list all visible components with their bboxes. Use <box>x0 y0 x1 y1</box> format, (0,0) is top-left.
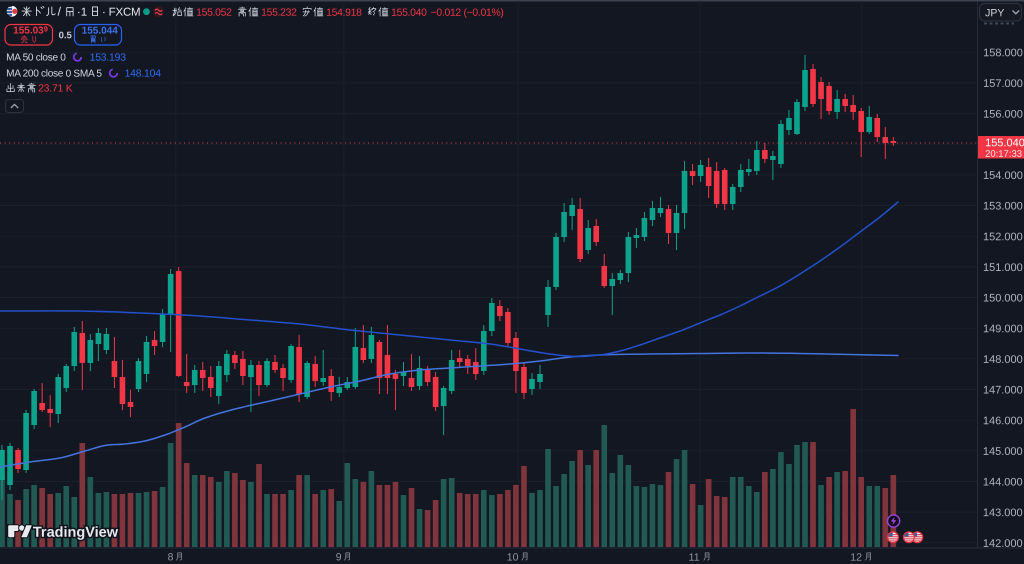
svg-text:155.052: 155.052 <box>196 8 232 19</box>
svg-text:146.000: 146.000 <box>983 415 1023 427</box>
svg-text:JPY: JPY <box>985 7 1004 19</box>
svg-text:/: / <box>58 5 62 19</box>
svg-text:−0.012 (−0.01%): −0.012 (−0.01%) <box>431 8 504 19</box>
svg-text:150.000: 150.000 <box>983 293 1023 305</box>
svg-text:23.71 K: 23.71 K <box>38 84 73 95</box>
svg-text:0.5: 0.5 <box>59 30 73 41</box>
svg-text:151.000: 151.000 <box>983 262 1023 274</box>
svg-text:MA 200 close 0 SMA 5: MA 200 close 0 SMA 5 <box>6 69 102 80</box>
svg-text:153.193: 153.193 <box>90 53 127 64</box>
svg-text:155.040: 155.040 <box>391 8 427 19</box>
svg-text:152.000: 152.000 <box>983 231 1023 243</box>
svg-text:143.000: 143.000 <box>983 507 1023 519</box>
svg-text:MA 50 close 0: MA 50 close 0 <box>6 53 66 64</box>
svg-text:147.000: 147.000 <box>983 385 1023 397</box>
svg-text:148.104: 148.104 <box>125 69 162 80</box>
svg-text:12: 12 <box>850 552 862 564</box>
svg-text:20:17:33: 20:17:33 <box>985 149 1022 160</box>
svg-text:155.232: 155.232 <box>261 8 297 19</box>
svg-text:155.039: 155.039 <box>13 25 48 37</box>
svg-text:157.000: 157.000 <box>983 78 1023 90</box>
svg-text:·1: ·1 <box>77 7 87 19</box>
svg-text:155.040: 155.040 <box>985 137 1024 149</box>
svg-text:154.918: 154.918 <box>326 8 362 19</box>
svg-text:142.000: 142.000 <box>983 538 1023 550</box>
svg-text:153.000: 153.000 <box>983 201 1023 213</box>
svg-text:155.044: 155.044 <box>82 26 119 37</box>
svg-text:148.000: 148.000 <box>983 354 1023 366</box>
svg-text:10: 10 <box>507 551 519 563</box>
svg-text:149.000: 149.000 <box>983 323 1023 335</box>
svg-text:144.000: 144.000 <box>983 477 1023 489</box>
svg-text:156.000: 156.000 <box>983 109 1023 121</box>
svg-text:145.000: 145.000 <box>983 446 1023 458</box>
svg-text:158.000: 158.000 <box>983 47 1023 59</box>
svg-text:9: 9 <box>336 551 342 563</box>
svg-text:154.000: 154.000 <box>983 170 1023 182</box>
svg-text:· FXCM: · FXCM <box>102 7 140 19</box>
svg-text:TradingView: TradingView <box>33 525 119 541</box>
svg-text:11: 11 <box>689 552 700 564</box>
svg-text:8: 8 <box>168 551 174 563</box>
